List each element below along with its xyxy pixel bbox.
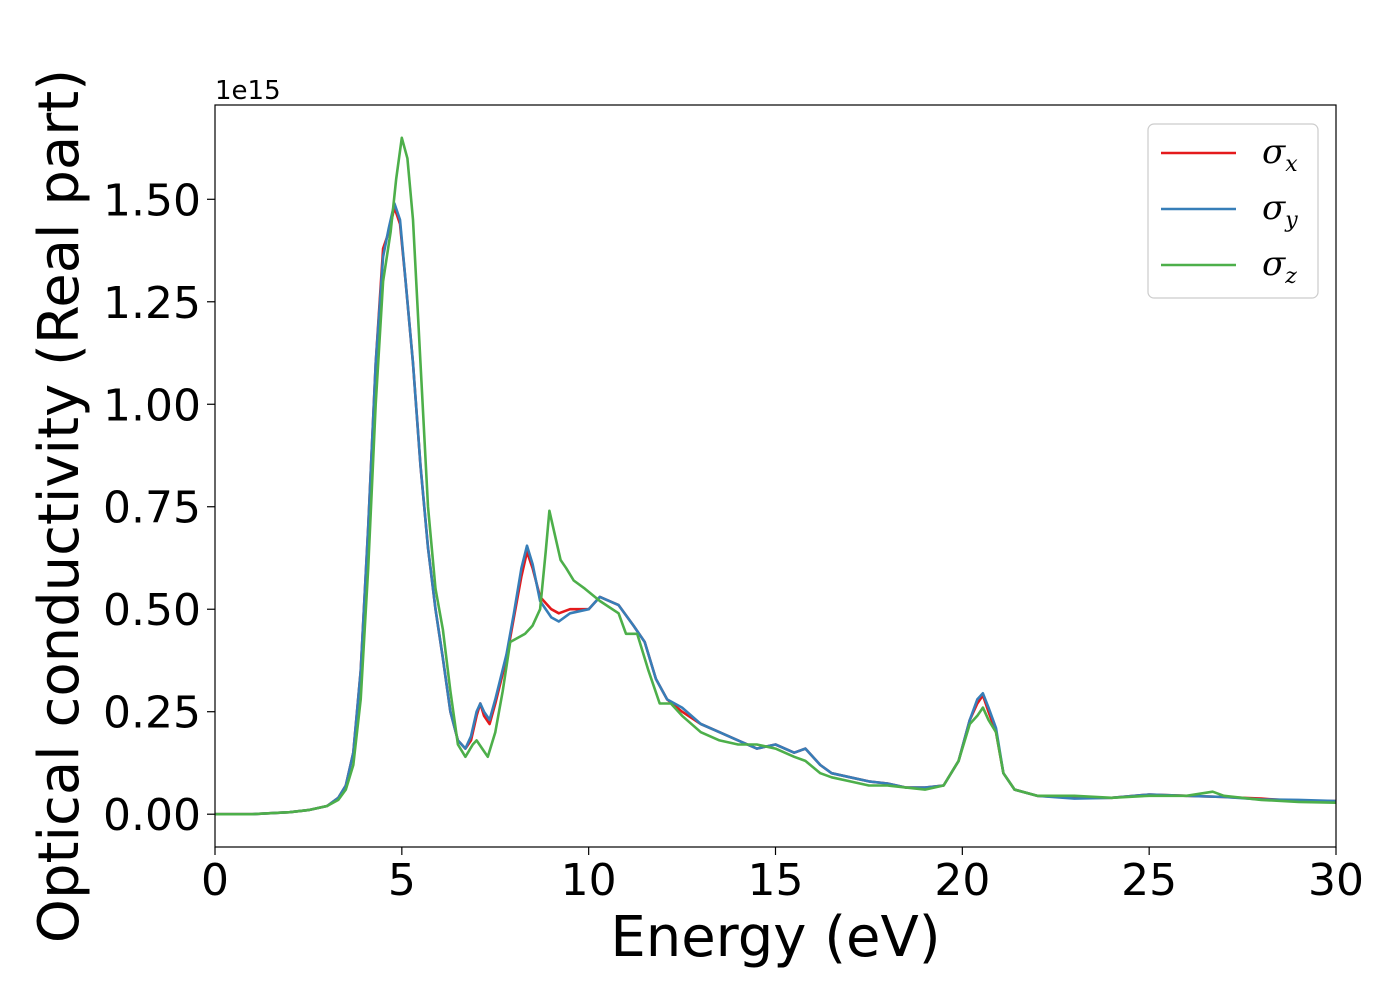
y-axis-title: Optical conductivity (Real part) <box>27 69 92 943</box>
x-tick-label: 5 <box>388 855 416 906</box>
legend-subscript: z <box>1284 264 1297 289</box>
x-tick-label: 20 <box>934 855 990 906</box>
x-tick-label: 15 <box>748 855 804 906</box>
x-tick-label: 30 <box>1308 855 1364 906</box>
legend-subscript: y <box>1284 208 1298 233</box>
x-tick-label: 0 <box>201 855 229 906</box>
legend-label-z: σz <box>1262 244 1297 289</box>
legend-box <box>1147 123 1319 299</box>
legend-symbol: σ <box>1262 244 1286 284</box>
series-line-z <box>215 136 1336 816</box>
legend-label-y: σy <box>1262 188 1298 233</box>
legend-symbol: σ <box>1262 188 1286 228</box>
legend-symbol: σ <box>1262 132 1286 172</box>
x-axis-title: Energy (eV) <box>610 905 940 970</box>
y-tick-label: 0.00 <box>103 790 201 841</box>
x-tick-label: 25 <box>1121 855 1177 906</box>
legend-label-x: σx <box>1262 132 1298 177</box>
y-tick-label: 1.50 <box>103 175 201 226</box>
y-tick-label: 0.75 <box>103 483 201 534</box>
legend-subscript: x <box>1285 152 1298 177</box>
y-axis: 0.00 0.25 0.50 0.75 1.00 1.25 1.50 <box>103 175 215 841</box>
y-tick-label: 1.25 <box>103 278 201 329</box>
series-layer <box>215 136 1336 816</box>
x-tick-label: 10 <box>561 855 617 906</box>
y-tick-label: 0.50 <box>103 585 201 636</box>
x-axis: 0 5 10 15 20 25 30 <box>201 847 1364 906</box>
y-tick-label: 0.25 <box>103 688 201 739</box>
y-tick-label: 1.00 <box>103 380 201 431</box>
y-offset-label: 1e15 <box>215 76 281 106</box>
